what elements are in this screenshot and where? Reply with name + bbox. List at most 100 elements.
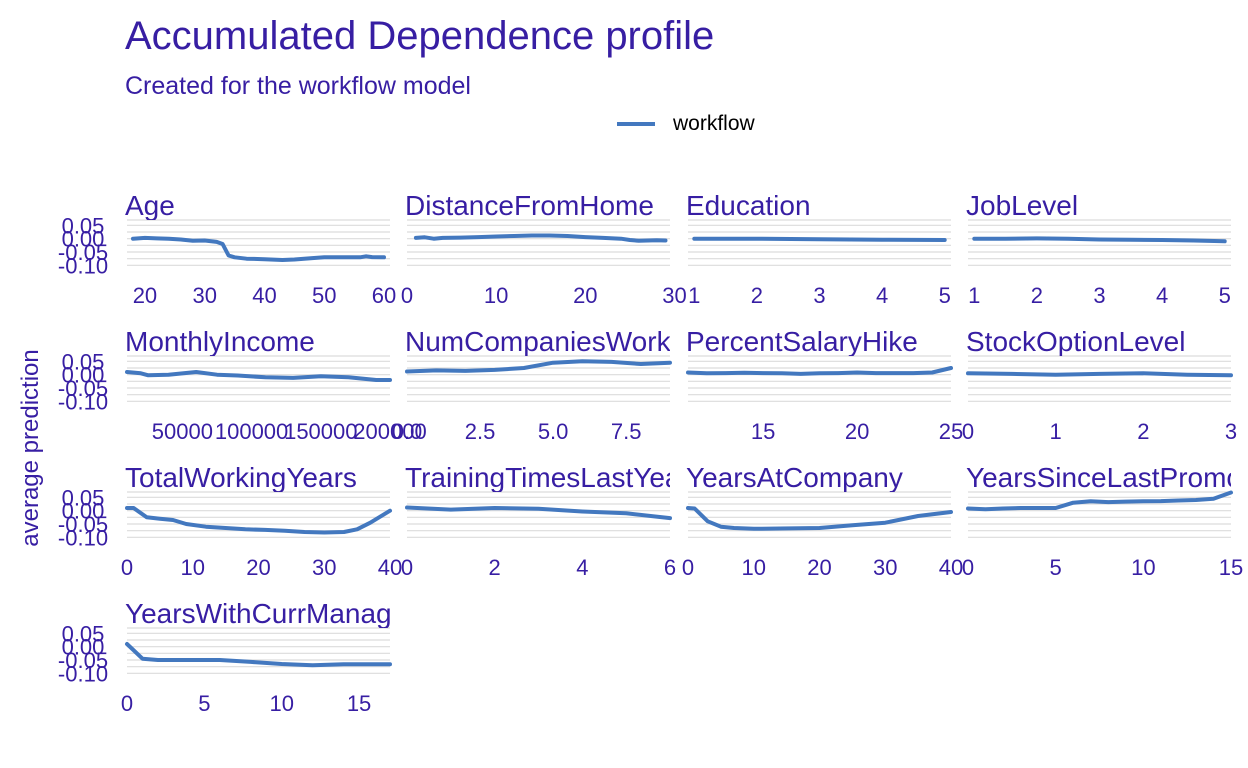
x-tick-label: 10 bbox=[181, 555, 205, 580]
x-tick-label: 20 bbox=[807, 555, 831, 580]
x-tick-label: 25 bbox=[939, 419, 963, 444]
panel-PercentSalaryHike: PercentSalaryHike 15 20 25 bbox=[686, 326, 963, 444]
series-line bbox=[405, 359, 672, 374]
panel-YearsAtCompany: YearsAtCompany 0 10 20 30 40 bbox=[682, 462, 963, 580]
x-tick-label: 5 bbox=[1050, 555, 1062, 580]
y-tick-label: -0.05 bbox=[58, 648, 108, 673]
panel-JobLevel: JobLevel 1 2 3 4 5 bbox=[966, 190, 1231, 308]
series-line bbox=[966, 490, 1233, 512]
panel-Age: Age 0.050.00-0.05-0.10 20 30 40 50 60 bbox=[58, 190, 396, 308]
x-tick-label: 7.5 bbox=[611, 419, 642, 444]
x-tick-label: 0.0 bbox=[392, 419, 423, 444]
x-tick-label: 15 bbox=[751, 419, 775, 444]
strip-label: TotalWorkingYears bbox=[125, 462, 357, 493]
strip-label: Age bbox=[125, 190, 175, 221]
x-tick-label: 0 bbox=[401, 555, 413, 580]
strip-label: JobLevel bbox=[966, 190, 1078, 221]
strip-label: TrainingTimesLastYear bbox=[405, 462, 690, 493]
series-line bbox=[131, 235, 386, 262]
x-tick-label: 30 bbox=[662, 283, 686, 308]
y-tick-label: -0.10 bbox=[58, 253, 108, 278]
x-tick-label: 1 bbox=[688, 283, 700, 308]
x-tick-label: 3 bbox=[1225, 419, 1237, 444]
series-line bbox=[125, 506, 392, 535]
panel-MonthlyIncome: MonthlyIncome 0.050.00-0.05-0.10 50000 1000… bbox=[58, 326, 427, 444]
x-tick-label: 40 bbox=[252, 283, 276, 308]
x-tick-label: 5 bbox=[939, 283, 951, 308]
x-tick-label: 10 bbox=[1131, 555, 1155, 580]
strip-label: StockOptionLevel bbox=[966, 326, 1185, 357]
x-tick-label: 40 bbox=[939, 555, 963, 580]
strip-label: Education bbox=[686, 190, 811, 221]
x-tick-label: 6 bbox=[664, 555, 676, 580]
series-line bbox=[692, 236, 947, 242]
x-tick-label: 1 bbox=[1050, 419, 1062, 444]
panel-TrainingTimesLastYear: TrainingTimesLastYear 0 2 4 6 bbox=[401, 462, 690, 580]
strip-label: MonthlyIncome bbox=[125, 326, 315, 357]
x-tick-label: 4 bbox=[1156, 283, 1168, 308]
y-tick-label: 0.05 bbox=[62, 485, 105, 510]
panel-StockOptionLevel: StockOptionLevel 0 1 2 3 bbox=[962, 326, 1237, 444]
panel-NumCompaniesWorked: NumCompaniesWorked 0.0 2.5 5.0 7.5 bbox=[392, 326, 702, 444]
x-tick-label: 5.0 bbox=[538, 419, 569, 444]
x-tick-label: 2.5 bbox=[465, 419, 496, 444]
x-tick-label: 0 bbox=[401, 283, 413, 308]
strip-label: PercentSalaryHike bbox=[686, 326, 918, 357]
series-line bbox=[405, 505, 672, 521]
legend: workflow bbox=[617, 112, 755, 136]
series-line bbox=[966, 371, 1233, 378]
strip-label: YearsSinceLastPromotion bbox=[966, 462, 1248, 493]
x-tick-label: 10 bbox=[269, 691, 293, 716]
y-tick-label: 0.05 bbox=[62, 213, 105, 238]
x-tick-label: 10 bbox=[742, 555, 766, 580]
y-tick-label: 0.00 bbox=[62, 227, 105, 252]
x-tick-label: 10 bbox=[484, 283, 508, 308]
panel-DistanceFromHome: DistanceFromHome 0 10 20 30 bbox=[401, 190, 687, 308]
strip-label: YearsWithCurrManager bbox=[125, 598, 417, 629]
series-line bbox=[686, 506, 953, 531]
series-line bbox=[686, 366, 953, 376]
y-tick-label: -0.05 bbox=[58, 240, 108, 265]
x-tick-label: 0 bbox=[962, 555, 974, 580]
x-tick-label: 100000 bbox=[215, 419, 288, 444]
x-tick-label: 150000 bbox=[284, 419, 357, 444]
y-tick-label: 0.05 bbox=[62, 349, 105, 374]
x-tick-label: 20 bbox=[133, 283, 157, 308]
y-axis-title: average prediction bbox=[17, 349, 44, 546]
x-tick-label: 15 bbox=[1219, 555, 1243, 580]
x-tick-label: 1 bbox=[968, 283, 980, 308]
y-tick-label: -0.05 bbox=[58, 512, 108, 537]
panel-YearsWithCurrManager: YearsWithCurrManager 0.050.00-0.05-0.10 0 5… bbox=[58, 598, 417, 716]
y-tick-label: -0.10 bbox=[58, 389, 108, 414]
series-line bbox=[125, 370, 392, 382]
x-tick-label: 50000 bbox=[152, 419, 213, 444]
x-tick-label: 2 bbox=[489, 555, 501, 580]
x-tick-label: 20 bbox=[845, 419, 869, 444]
x-tick-label: 2 bbox=[1137, 419, 1149, 444]
x-tick-label: 0 bbox=[682, 555, 694, 580]
y-tick-label: -0.05 bbox=[58, 376, 108, 401]
x-tick-label: 4 bbox=[876, 283, 888, 308]
x-tick-label: 30 bbox=[873, 555, 897, 580]
strip-label: NumCompaniesWorked bbox=[405, 326, 702, 357]
x-tick-label: 2 bbox=[751, 283, 763, 308]
series-line bbox=[413, 233, 668, 243]
y-tick-label: 0.00 bbox=[62, 363, 105, 388]
strip-label: DistanceFromHome bbox=[405, 190, 654, 221]
x-tick-label: 60 bbox=[372, 283, 396, 308]
y-tick-label: 0.05 bbox=[62, 621, 105, 646]
x-tick-label: 20 bbox=[573, 283, 597, 308]
x-tick-label: 3 bbox=[1093, 283, 1105, 308]
chart-title: Accumulated Dependence profile bbox=[125, 14, 715, 58]
series-line bbox=[972, 236, 1227, 244]
x-tick-label: 2 bbox=[1031, 283, 1043, 308]
strip-label: YearsAtCompany bbox=[686, 462, 903, 493]
x-tick-label: 5 bbox=[1219, 283, 1231, 308]
x-tick-label: 50 bbox=[312, 283, 336, 308]
x-tick-label: 3 bbox=[813, 283, 825, 308]
y-tick-label: 0.00 bbox=[62, 635, 105, 660]
y-tick-label: -0.10 bbox=[58, 661, 108, 686]
x-tick-label: 0 bbox=[962, 419, 974, 444]
